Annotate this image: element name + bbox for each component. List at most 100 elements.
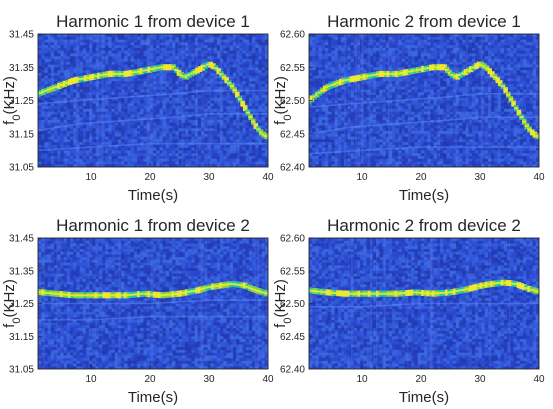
heatmap-cell — [255, 67, 259, 71]
heatmap-cell — [105, 94, 109, 99]
heatmap-cell — [159, 147, 163, 151]
heatmap-cell — [369, 144, 374, 148]
heatmap-cell — [159, 164, 163, 167]
heatmap-cell — [168, 161, 173, 165]
heatmap-cell — [44, 136, 48, 140]
heatmap-cell — [133, 56, 138, 60]
heatmap-cell — [149, 36, 154, 40]
heatmap-cell — [309, 139, 313, 143]
heatmap-cell — [321, 56, 326, 60]
heatmap-cell — [388, 136, 393, 140]
heatmap-cell — [376, 81, 380, 85]
heatmap-cell — [165, 139, 170, 143]
heatmap-cell — [264, 142, 268, 146]
heatmap-cell — [261, 153, 266, 157]
heatmap-cell — [175, 89, 179, 93]
heatmap-cell — [207, 42, 211, 46]
heatmap-cell — [324, 58, 329, 63]
heatmap-cell — [363, 153, 367, 157]
heatmap-cell — [184, 144, 189, 148]
heatmap-cell — [130, 53, 135, 57]
heatmap-cell — [69, 97, 74, 101]
heatmap-cell — [82, 103, 87, 107]
heatmap-cell — [41, 153, 45, 157]
heatmap-cell — [165, 36, 170, 40]
heatmap-cell — [89, 122, 93, 126]
heatmap-cell — [121, 142, 125, 146]
heatmap-cell — [188, 100, 192, 104]
heatmap-cell — [50, 150, 55, 154]
heatmap-cell — [220, 103, 224, 107]
heatmap-cell — [369, 158, 374, 162]
heatmap-cell — [92, 70, 96, 74]
heatmap-cell — [146, 53, 151, 57]
heatmap-cell — [105, 111, 109, 115]
heatmap-cell — [184, 94, 189, 99]
heatmap-cell — [181, 125, 186, 129]
heatmap-cell — [153, 36, 157, 40]
heatmap-cell — [382, 153, 387, 157]
heatmap-cell — [66, 158, 71, 162]
heatmap-cell — [382, 106, 387, 110]
heatmap-cell — [194, 106, 199, 110]
heatmap-cell — [130, 111, 135, 115]
heatmap-cell — [245, 97, 250, 101]
heatmap-cell — [200, 130, 205, 135]
heatmap-cell — [165, 114, 170, 118]
heatmap-cell — [95, 144, 100, 148]
heatmap-cell — [207, 89, 211, 93]
heatmap-cell — [57, 70, 61, 74]
heatmap-cell — [309, 42, 313, 46]
heatmap-cell — [105, 133, 109, 137]
heatmap-cell — [207, 34, 211, 38]
heatmap-cell — [356, 34, 361, 38]
heatmap-cell — [379, 164, 383, 167]
heatmap-cell — [178, 58, 183, 63]
heatmap-cell — [239, 36, 243, 40]
heatmap-cell — [366, 94, 371, 99]
heatmap-cell — [172, 158, 176, 162]
y-axis-label-sub: 0 — [11, 115, 23, 121]
heatmap-cell — [242, 128, 247, 132]
heatmap-cell — [337, 47, 342, 52]
heatmap-cell — [312, 111, 316, 115]
heatmap-cell — [191, 39, 195, 43]
heatmap-cell — [229, 53, 234, 57]
heatmap-cell — [146, 92, 151, 96]
heatmap-cell — [324, 139, 329, 143]
heatmap-cell — [312, 106, 316, 110]
heatmap-cell — [108, 53, 112, 57]
heatmap-cell — [165, 111, 170, 115]
heatmap-cell — [184, 56, 189, 60]
heatmap-cell — [379, 106, 383, 110]
heatmap-cell — [252, 75, 256, 79]
heatmap-cell — [130, 56, 135, 60]
heatmap-cell — [204, 97, 208, 101]
heatmap-cell — [117, 147, 122, 151]
heatmap-cell — [245, 78, 250, 82]
heatmap-cell — [388, 108, 393, 112]
heatmap-cell — [184, 133, 189, 137]
heatmap-cell — [73, 97, 77, 101]
heatmap-cell — [159, 83, 163, 88]
heatmap-cell — [47, 100, 52, 104]
heatmap-cell — [261, 144, 266, 148]
heatmap-cell — [76, 97, 80, 101]
heatmap-cell — [79, 94, 84, 99]
heatmap-cell — [220, 128, 224, 132]
heatmap-cell — [79, 56, 84, 60]
heatmap-cell — [204, 106, 208, 110]
heatmap-cell — [255, 86, 259, 90]
heatmap-cell — [252, 158, 256, 162]
heatmap-cell — [165, 106, 170, 110]
heatmap-cell — [204, 47, 208, 52]
heatmap-cell — [350, 108, 355, 112]
heatmap-cell — [133, 100, 138, 104]
heatmap-cell — [184, 50, 189, 54]
heatmap-cell — [315, 103, 319, 107]
ridge-core — [150, 68, 155, 71]
heatmap-cell — [324, 78, 329, 82]
ridge-core — [163, 66, 168, 69]
heatmap-cell — [337, 56, 342, 60]
heatmap-cell — [315, 47, 319, 52]
